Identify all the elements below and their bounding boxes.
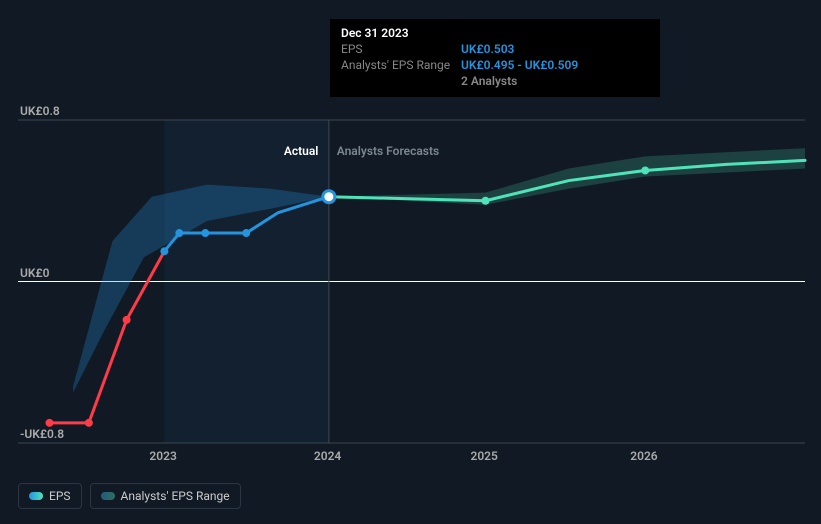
legend-swatch-icon: [29, 492, 43, 500]
legend-item-eps-range[interactable]: Analysts' EPS Range: [90, 483, 241, 509]
y-tick-label: -UK£0.8: [20, 427, 64, 441]
tooltip-eps-label: EPS: [341, 42, 461, 56]
actual-region-label: Actual: [284, 144, 319, 158]
x-tick-label: 2024: [314, 449, 341, 463]
legend-swatch-icon: [101, 492, 115, 500]
y-tick-label: UK£0: [20, 266, 49, 280]
y-tick-label: UK£0.8: [20, 104, 60, 118]
legend-label: Analysts' EPS Range: [121, 489, 230, 503]
chart-tooltip: Dec 31 2023 EPS UK£0.503 Analysts' EPS R…: [330, 19, 660, 97]
eps-chart: UK£0.8 UK£0 -UK£0.8 2023 2024 2025 2026 …: [0, 0, 821, 520]
tooltip-range-value: UK£0.495 - UK£0.509: [461, 58, 578, 72]
chart-legend: EPS Analysts' EPS Range: [18, 483, 241, 509]
tooltip-analyst-count: 2 Analysts: [461, 74, 517, 88]
x-tick-label: 2025: [470, 449, 497, 463]
x-tick-label: 2026: [630, 449, 657, 463]
legend-label: EPS: [49, 489, 71, 503]
x-tick-label: 2023: [149, 449, 176, 463]
forecast-region-label: Analysts Forecasts: [337, 144, 439, 158]
tooltip-eps-value: UK£0.503: [461, 42, 514, 56]
tooltip-date: Dec 31 2023: [341, 26, 649, 40]
legend-item-eps[interactable]: EPS: [18, 483, 82, 509]
tooltip-range-label: Analysts' EPS Range: [341, 58, 461, 72]
